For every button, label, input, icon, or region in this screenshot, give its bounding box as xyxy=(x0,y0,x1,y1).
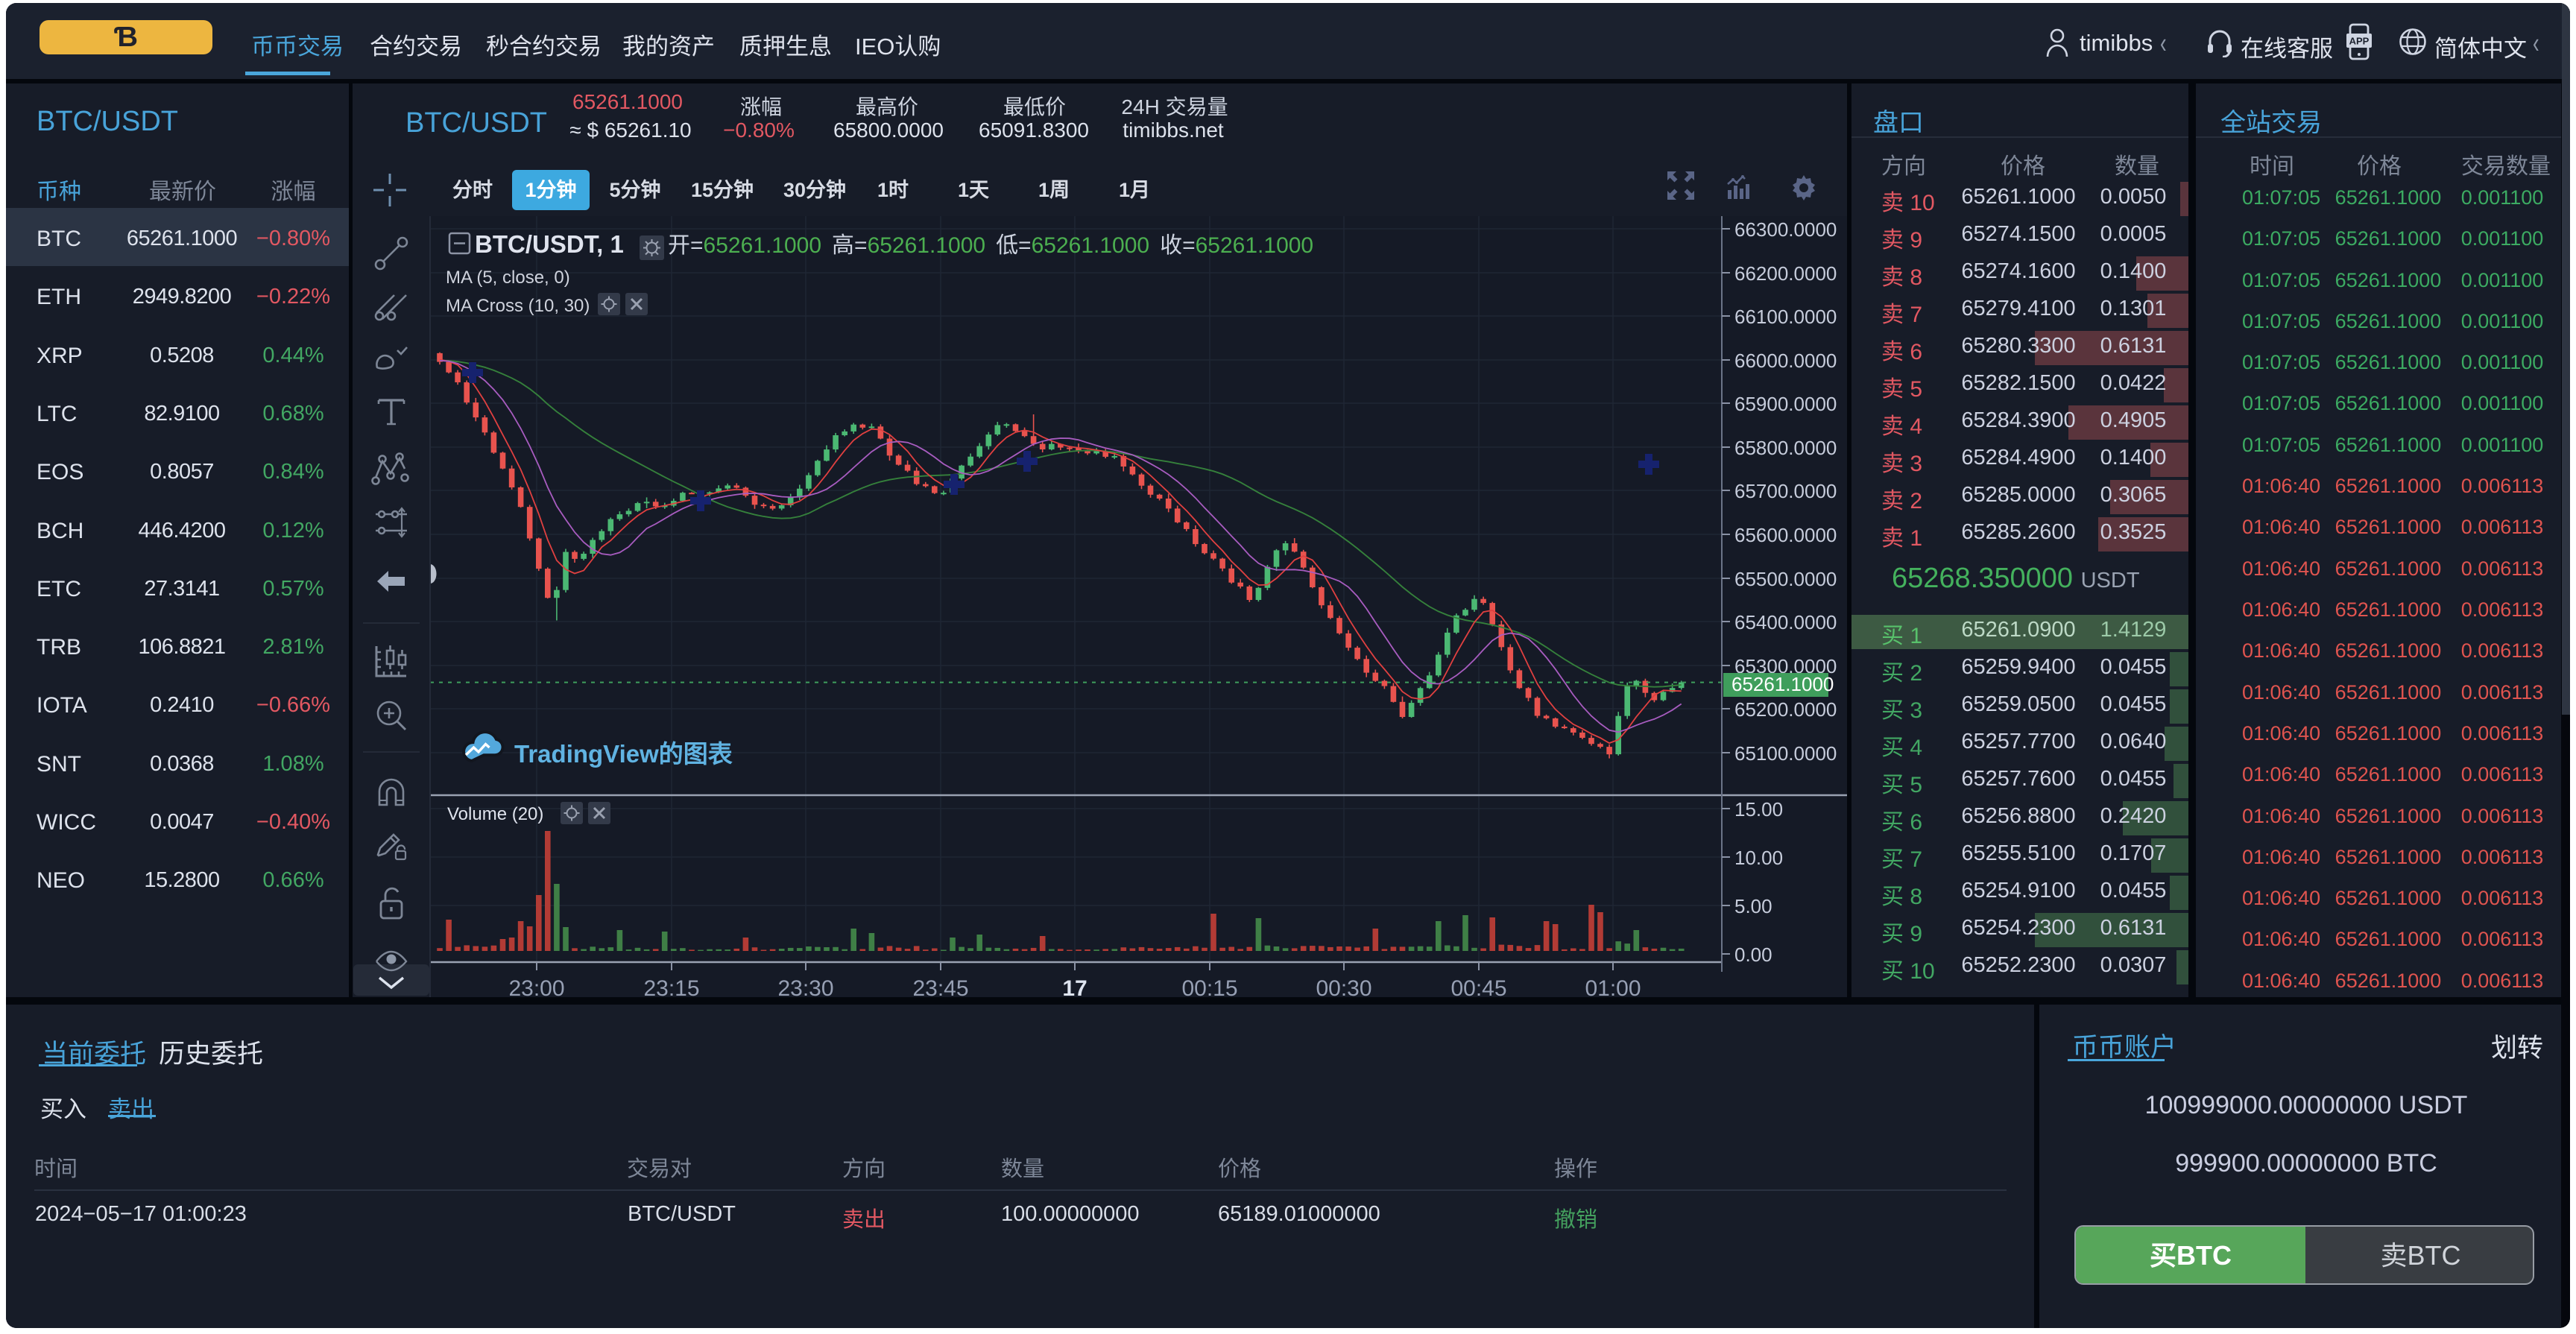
svg-text:65800.0000: 65800.0000 xyxy=(1734,437,1837,459)
svg-text:APP: APP xyxy=(2349,36,2370,47)
svg-text:01:00: 01:00 xyxy=(1585,976,1641,997)
svg-text:66200.0000: 66200.0000 xyxy=(1734,262,1837,285)
svg-text:00:30: 00:30 xyxy=(1316,976,1371,997)
svg-text:Volume (20): Volume (20) xyxy=(447,804,543,824)
svg-text:66300.0000: 66300.0000 xyxy=(1734,218,1837,241)
svg-text:65700.0000: 65700.0000 xyxy=(1734,480,1837,502)
svg-text:10.00: 10.00 xyxy=(1734,847,1783,869)
svg-text:65261.1000: 65261.1000 xyxy=(1731,673,1834,695)
svg-text:5.00: 5.00 xyxy=(1734,895,1772,917)
svg-text:65400.0000: 65400.0000 xyxy=(1734,611,1837,633)
svg-text:65900.0000: 65900.0000 xyxy=(1734,393,1837,415)
svg-text:MA (5, close, 0): MA (5, close, 0) xyxy=(446,268,570,288)
svg-text:65600.0000: 65600.0000 xyxy=(1734,524,1837,546)
svg-text:17: 17 xyxy=(1062,976,1087,997)
svg-text:66000.0000: 66000.0000 xyxy=(1734,350,1837,372)
svg-text:0.00: 0.00 xyxy=(1734,943,1772,966)
svg-text:15.00: 15.00 xyxy=(1734,798,1783,821)
svg-text:65200.0000: 65200.0000 xyxy=(1734,698,1837,721)
svg-text:23:00: 23:00 xyxy=(508,976,564,997)
svg-text:65500.0000: 65500.0000 xyxy=(1734,568,1837,590)
svg-text:23:30: 23:30 xyxy=(777,976,833,997)
svg-text:23:15: 23:15 xyxy=(643,976,699,997)
svg-text:BTC/USDT, 1: BTC/USDT, 1 xyxy=(475,230,624,258)
svg-text:00:15: 00:15 xyxy=(1181,976,1237,997)
svg-text:00:45: 00:45 xyxy=(1450,976,1506,997)
svg-text:65100.0000: 65100.0000 xyxy=(1734,742,1837,765)
svg-text:66100.0000: 66100.0000 xyxy=(1734,306,1837,328)
svg-text:23:45: 23:45 xyxy=(912,976,968,997)
svg-text:TradingView的图表: TradingView的图表 xyxy=(514,740,733,768)
svg-text:MA Cross (10, 30): MA Cross (10, 30) xyxy=(446,296,590,316)
